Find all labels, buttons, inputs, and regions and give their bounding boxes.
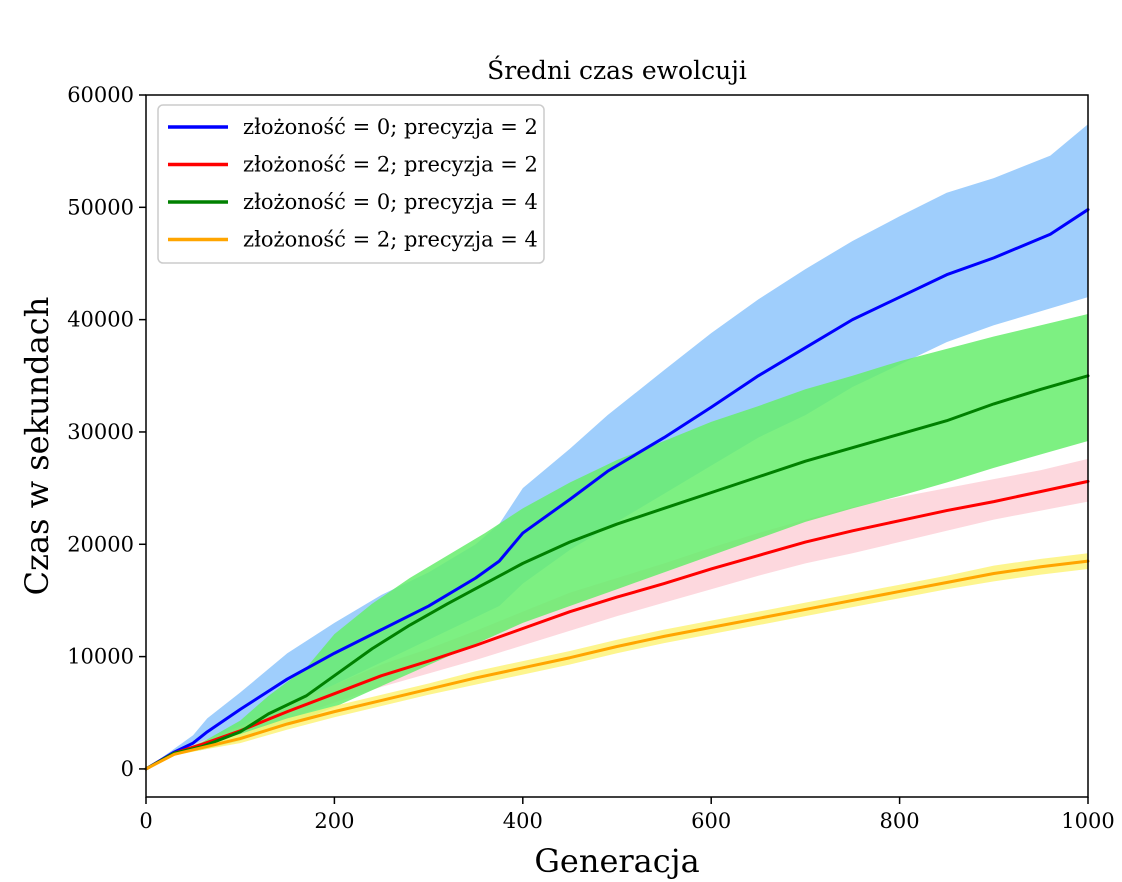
band-series-2 — [146, 458, 1088, 769]
legend-label: złożoność = 2; precyzja = 4 — [243, 228, 538, 252]
y-tick-label: 50000 — [67, 195, 134, 219]
band-series-3 — [146, 314, 1088, 769]
chart-title: Średni czas ewolcuji — [487, 56, 747, 85]
line-series-4 — [144, 559, 1090, 771]
plot-frame — [145, 94, 1089, 798]
line-series-1 — [144, 208, 1090, 771]
y-axis: 0 10000 20000 30000 40000 50000 60000 — [67, 83, 146, 781]
x-axis-label: Generacja — [534, 842, 699, 880]
y-tick-label: 0 — [121, 757, 134, 781]
series-lines — [144, 208, 1090, 771]
x-tick-label: 0 — [139, 809, 152, 833]
band-series-4 — [146, 553, 1088, 769]
legend-box — [157, 104, 545, 264]
y-tick-label: 20000 — [67, 532, 134, 556]
x-tick-label: 1000 — [1061, 809, 1114, 833]
x-tick-label: 200 — [314, 809, 354, 833]
x-tick-label: 400 — [503, 809, 543, 833]
y-tick-label: 30000 — [67, 420, 134, 444]
legend-label: złożoność = 0; precyzja = 4 — [243, 190, 538, 214]
y-axis-label: Czas w sekundach — [18, 297, 56, 596]
legend: złożoność = 0; precyzja = 2 złożoność = 2… — [157, 104, 545, 264]
line-series-3 — [144, 374, 1090, 771]
confidence-bands — [146, 124, 1088, 769]
y-tick-label: 40000 — [67, 308, 134, 332]
legend-label: złożoność = 0; precyzja = 2 — [243, 115, 538, 139]
y-tick-label: 10000 — [67, 645, 134, 669]
x-tick-label: 600 — [691, 809, 731, 833]
line-series-2 — [144, 479, 1090, 771]
y-tick-label: 60000 — [67, 83, 134, 107]
x-tick-label: 800 — [880, 809, 920, 833]
legend-label: złożoność = 2; precyzja = 2 — [243, 153, 538, 177]
x-axis: 0 200 400 600 800 1000 — [139, 797, 1115, 833]
